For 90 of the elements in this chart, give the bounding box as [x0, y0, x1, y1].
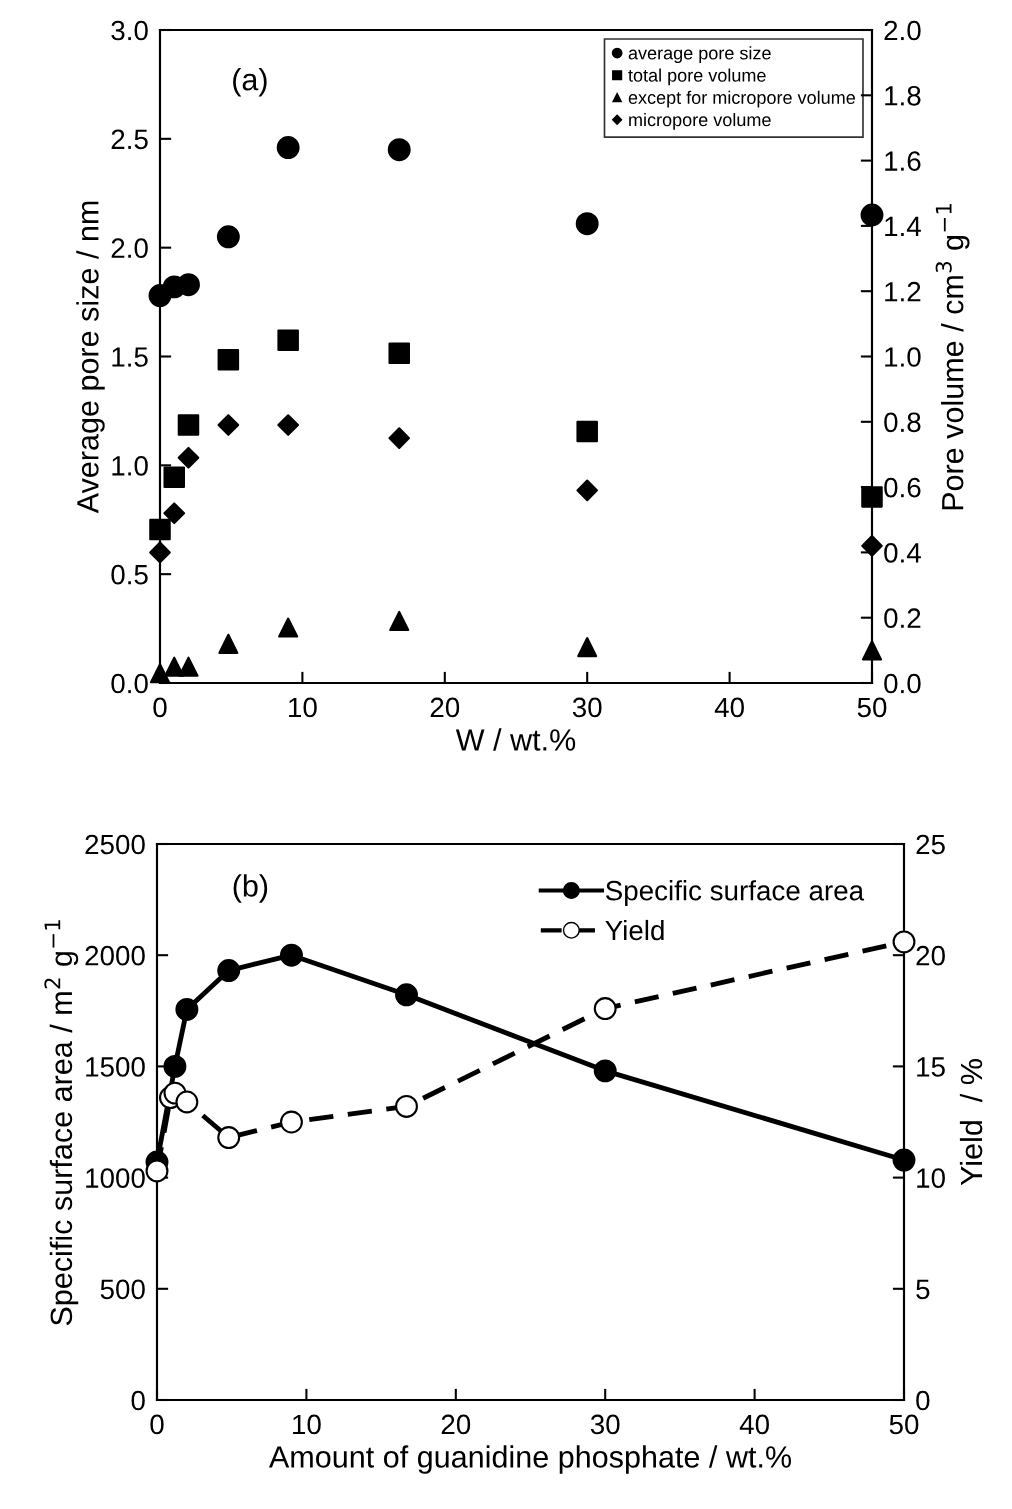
x-tick-label: 40	[739, 1414, 769, 1435]
x-axis-title: Amount of guanidine phosphate / wt.%	[268, 1445, 792, 1474]
x-tick-label: 20	[430, 697, 460, 718]
y-tick-label: 0.0	[111, 673, 148, 694]
point	[217, 959, 241, 982]
point	[389, 610, 410, 632]
point	[276, 136, 300, 159]
point	[388, 427, 411, 449]
legend-label: except for micropore volume	[628, 90, 855, 108]
point	[163, 502, 186, 525]
point	[395, 983, 418, 1007]
y-axis-title: Average pore size / nm	[76, 201, 105, 514]
y-tick-label: 0.5	[111, 564, 148, 585]
point	[861, 535, 883, 557]
y-axis-title: Specific surface area / m$^{2}$ g$^{−1}$	[44, 920, 79, 1326]
x-tick-label: 20	[441, 1414, 471, 1435]
legend-label: average pore size	[628, 46, 771, 64]
x-tick-label: 10	[289, 697, 317, 718]
point	[280, 943, 303, 967]
point	[388, 342, 410, 364]
y2-tick-label: 0.6	[884, 477, 921, 498]
legend-label: total pore volume	[628, 68, 766, 86]
point	[216, 225, 240, 249]
y-tick-label: 1.5	[112, 347, 148, 367]
y2-tick-label: 0.0	[884, 673, 921, 694]
point	[576, 420, 598, 443]
y2-tick-label: 0	[916, 1390, 930, 1411]
y2-tick-label: 0.8	[884, 412, 921, 433]
y-tick-label: 2000	[85, 945, 145, 966]
y2-tick-label: 10	[917, 1168, 945, 1188]
y2-tick-label: 0.2	[884, 608, 921, 629]
x-tick-label: 50	[857, 697, 887, 718]
x-tick-label: 30	[590, 1414, 620, 1435]
y-tick-label: 2500	[85, 834, 145, 855]
legend-label: Yield	[605, 919, 664, 941]
y-tick-label: 1500	[86, 1057, 145, 1077]
y2-tick-label: 1.4	[885, 216, 921, 236]
y2-tick-label: 1.8	[885, 85, 921, 106]
point	[178, 656, 199, 677]
x-tick-label: 30	[572, 697, 602, 718]
y2-tick-label: 5	[916, 1279, 930, 1300]
y2-tick-label: 25	[916, 834, 945, 855]
y-tick-label: 2.0	[111, 238, 148, 259]
legend-label: Specific surface area	[605, 880, 865, 907]
y2-axis-title: Pore volume / cm$^{3}$ g$^{−1}$	[935, 204, 970, 510]
point	[177, 273, 200, 297]
point	[387, 138, 411, 162]
point	[177, 414, 200, 436]
x-tick-label: 50	[889, 1414, 919, 1435]
point	[218, 633, 239, 654]
y2-tick-label: 0.4	[884, 543, 921, 563]
point	[593, 1059, 617, 1083]
point	[861, 640, 883, 661]
point	[861, 486, 883, 508]
text: (b)	[233, 874, 268, 903]
point	[163, 1054, 187, 1078]
y-tick-label: 0	[131, 1390, 145, 1411]
y-tick-label: 1.0	[112, 456, 148, 476]
point	[860, 203, 884, 227]
y2-tick-label: 2.0	[884, 20, 921, 41]
point	[163, 466, 185, 489]
x-tick-label: 0	[153, 697, 167, 718]
point	[149, 518, 171, 541]
point	[277, 414, 300, 436]
y-tick-label: 3.0	[111, 20, 148, 41]
y2-tick-label: 20	[916, 945, 945, 966]
y2-axis-title: Yield / %	[959, 1059, 983, 1186]
x-tick-label: 0	[150, 1414, 164, 1435]
point	[175, 998, 199, 1021]
point	[217, 349, 240, 371]
point	[149, 541, 171, 564]
y2-tick-label: 15	[917, 1057, 945, 1077]
point	[277, 329, 299, 351]
point	[575, 212, 599, 236]
point	[577, 637, 598, 658]
point	[576, 479, 599, 502]
y-tick-label: 2.5	[111, 129, 148, 150]
x-tick-label: 10	[293, 1414, 321, 1435]
point	[217, 414, 240, 436]
x-tick-label: 40	[714, 697, 744, 718]
text: (a)	[233, 68, 267, 97]
y2-tick-label: 1.6	[885, 151, 921, 171]
y-tick-label: 1000	[86, 1168, 145, 1188]
legend-label: micropore volume	[629, 112, 771, 130]
point	[177, 446, 200, 469]
y-tick-label: 500	[100, 1279, 145, 1300]
y2-tick-label: 1.2	[885, 281, 921, 302]
point	[278, 617, 299, 638]
x-axis-title: W / wt.%	[455, 728, 576, 751]
y2-tick-label: 1.0	[885, 347, 921, 367]
